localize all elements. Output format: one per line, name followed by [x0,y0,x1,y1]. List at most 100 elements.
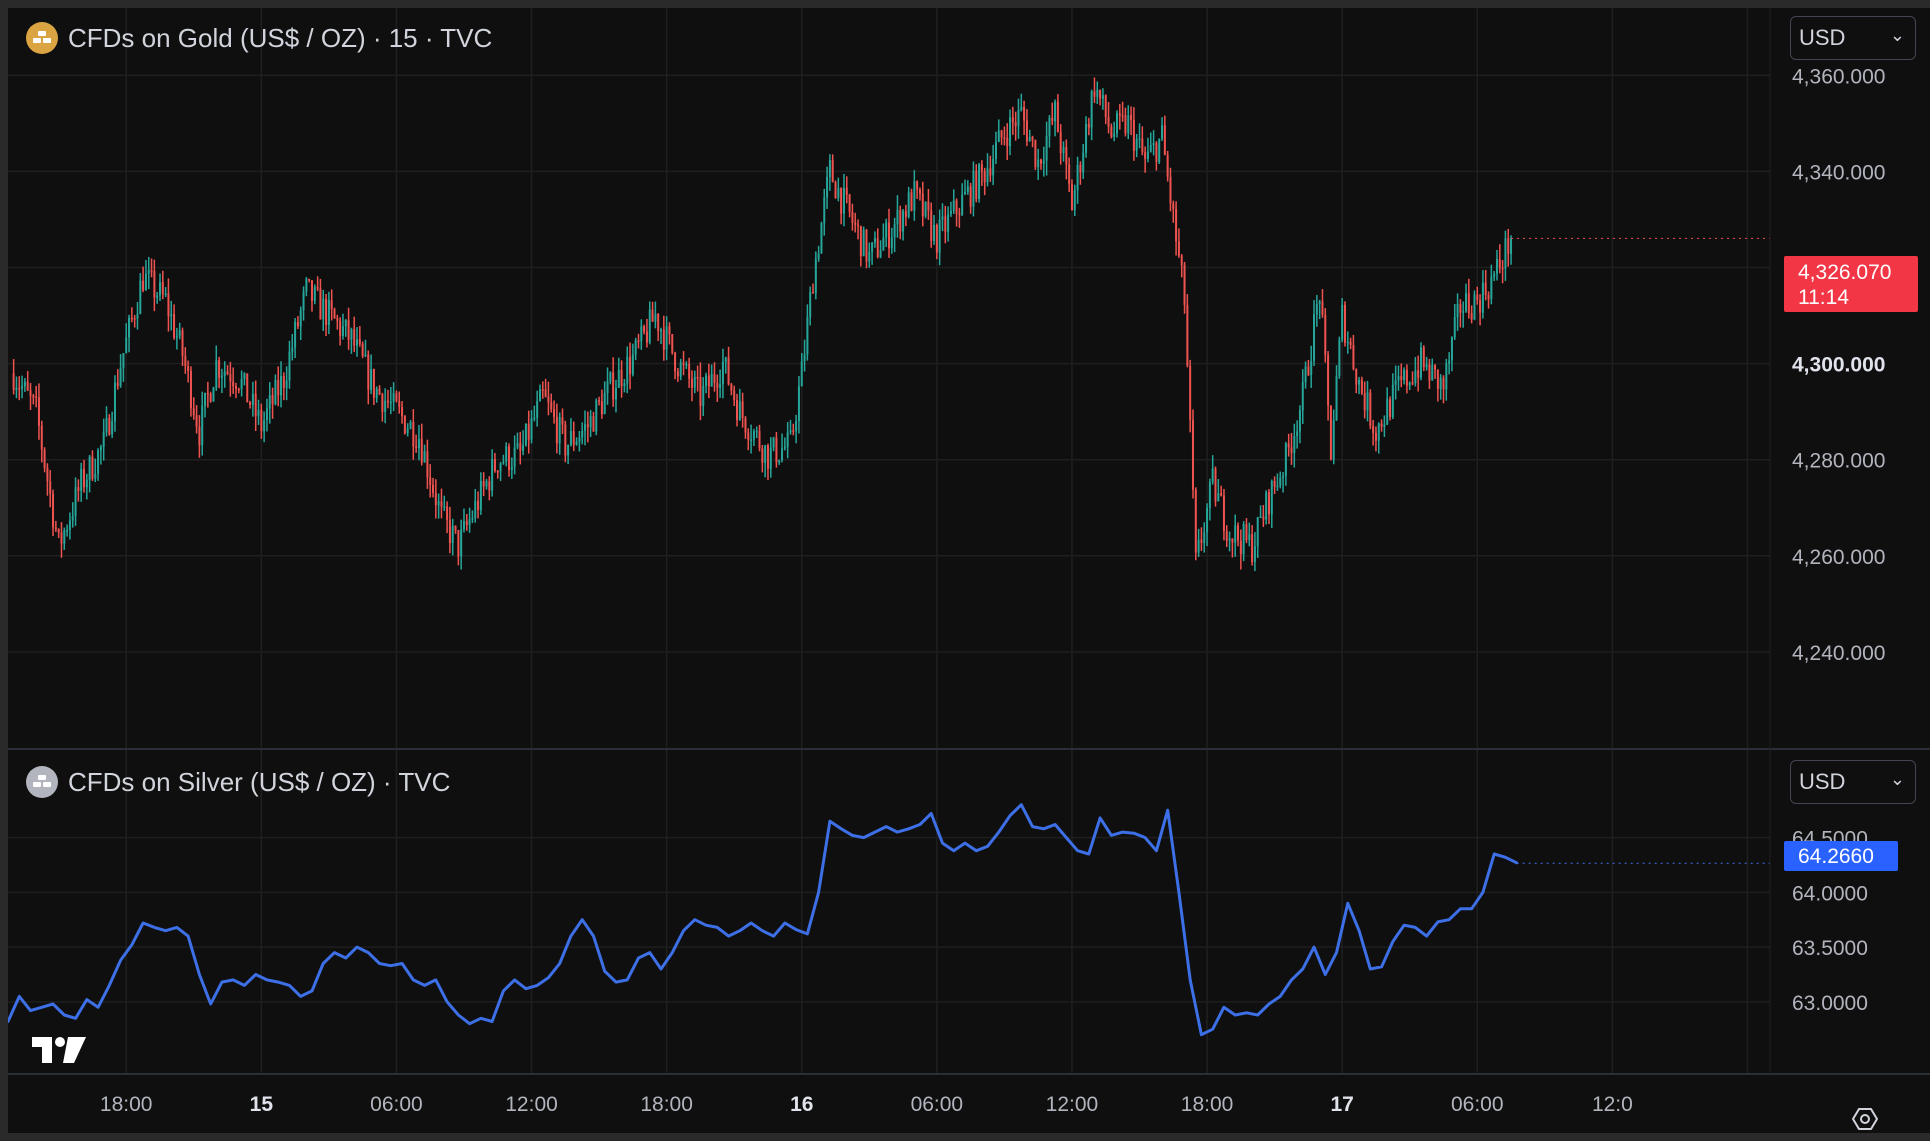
x-tick-label: 17 [1330,1093,1353,1116]
gold-candle [198,426,201,446]
silver-currency-select[interactable]: USD ⌄ [1790,760,1916,804]
gold-candle [372,369,375,398]
silver-data-point [390,965,392,967]
gold-candle [564,424,567,456]
gold-candle [561,417,564,425]
gold-candle [1237,525,1240,541]
gold-candle [536,401,539,418]
gear-icon[interactable] [1848,1102,1882,1136]
gold-candle [237,388,240,391]
silver-legend[interactable]: CFDs on Silver (US$ / OZ) · TVC [26,766,450,798]
gold-candle [530,418,533,440]
gold-candle [322,299,325,320]
gold-candle [147,270,150,274]
silver-data-point [1099,817,1101,819]
gold-candle [1425,364,1428,368]
gold-candle [1096,89,1099,97]
gold-candle [1245,524,1248,541]
gold-last-price-label: 4,326.070 11:14 [1784,256,1918,312]
gold-candle [1501,267,1504,270]
gold-candle [671,334,674,353]
gold-candle [747,432,750,440]
silver-data-point [840,828,842,830]
gold-candle [1293,435,1296,453]
gold-candle [730,384,733,391]
gold-candle [234,386,237,389]
gold-candle [488,481,491,491]
gold-candle [474,500,477,519]
gold-candle [1374,432,1377,441]
x-tick-label: 15 [250,1093,274,1116]
gold-candle [136,313,139,319]
gold-candle [817,253,820,259]
gold-candle [1487,294,1490,299]
gold-candle [882,237,885,251]
gold-candle [32,395,35,398]
silver-data-point [1110,834,1112,836]
silver-data-point [401,963,403,965]
silver-data-point [1178,891,1180,893]
gold-candle [1352,345,1355,369]
gold-candle [1186,304,1189,366]
gold-candle [871,242,874,253]
gold-candle [1450,337,1453,361]
gold-candle [1042,160,1045,164]
silver-data-point [1459,908,1461,910]
tradingview-logo-icon[interactable] [30,1033,88,1072]
gold-candle [181,330,184,356]
gold-candle [142,280,145,291]
gold-candle [1225,531,1228,541]
gold-candle [212,387,215,402]
x-tick-label: 18:00 [640,1093,693,1116]
gold-candle [1318,301,1321,305]
gold-candle [395,393,398,402]
silver-data-point [412,979,414,981]
gold-candle [578,437,581,442]
gold-candle [1118,113,1121,116]
gold-candle [592,416,595,432]
silver-data-point [604,970,606,972]
gold-candle [1220,493,1223,496]
gold-candle [82,468,85,488]
gold-candle [1467,293,1470,313]
silver-data-point [728,935,730,937]
gold-candle [629,356,632,374]
silver-data-point [311,990,313,992]
chart-canvas[interactable]: 4,240.000 4,260.000 4,280.000 4,300.000 4,34… [8,8,1930,1133]
gold-candle [220,375,223,378]
gold-candle [885,222,888,238]
gold-candle [325,299,328,326]
gold-candle [890,237,893,249]
gold-candle [1101,95,1104,99]
gold-candle [823,197,826,224]
gold-candle [457,530,460,557]
gold-candle [975,170,978,200]
gold-candle [308,278,311,281]
gold-candle [972,170,975,207]
gold-candle [1270,480,1273,515]
gold-candle [859,226,862,257]
gold-candle [1113,133,1116,137]
silver-data-point [356,946,358,948]
gold-candle [1256,517,1259,547]
gold-legend[interactable]: CFDs on Gold (US$ / OZ) · 15 · TVC [26,22,492,54]
gold-candle [353,329,356,346]
gold-candle [1158,138,1161,162]
gold-currency-select[interactable]: USD ⌄ [1790,16,1916,60]
gold-candle [567,445,570,456]
gold-candle [277,380,280,396]
gold-candle [1059,131,1062,154]
gold-candle [775,437,778,463]
gold-candle [257,409,260,417]
gold-candle [930,210,933,241]
gold-candle [1265,492,1268,520]
gold-candle [598,400,601,402]
gold-candle [1130,115,1133,121]
gold-candle [493,459,496,471]
gold-candle [1504,238,1507,269]
silver-data-point [131,944,133,946]
gold-candle [992,158,995,176]
gold-candle [119,367,122,387]
gold-candle [924,201,927,217]
silver-data-point [874,831,876,833]
